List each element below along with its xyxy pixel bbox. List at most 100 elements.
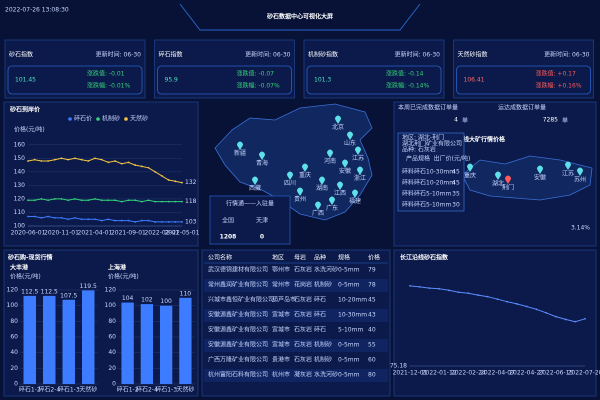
- card-updated: 更新时间: 06-30: [395, 51, 441, 59]
- timestamp: 2022-07-26 13:08:30: [5, 7, 69, 14]
- legend-label: 天然砂: [130, 115, 148, 123]
- city-label: 安徽: [339, 167, 351, 175]
- bar-value-label: 119.5: [80, 283, 97, 290]
- point: [134, 199, 137, 202]
- popup-cell: 45: [452, 180, 460, 187]
- table-cell: 机制砂: [314, 341, 332, 349]
- map-pin: [347, 131, 353, 140]
- card-pct: 涨跌幅: -0.01%: [87, 82, 130, 90]
- card: [453, 39, 594, 99]
- table-cell: 水洗河砂: [314, 266, 338, 274]
- stats-count: 1208: [220, 234, 237, 241]
- table-cell: 武汉德锦建材有限公司: [208, 266, 268, 274]
- y-tick-label: 100: [105, 302, 117, 309]
- point: [120, 219, 123, 222]
- map-pin: [495, 171, 501, 180]
- bar-value-label: 102: [141, 297, 153, 304]
- point: [100, 219, 103, 222]
- point: [438, 287, 441, 290]
- point: [27, 160, 29, 162]
- end-label: 132: [185, 179, 197, 186]
- point: [154, 200, 157, 203]
- city-label: 新疆: [234, 149, 246, 157]
- table-header: 规格: [338, 254, 350, 262]
- point: [107, 199, 110, 202]
- x-tick-label: 2021-12-01: [393, 370, 428, 377]
- city-label: 福建: [349, 197, 361, 205]
- point: [80, 218, 83, 221]
- table-cell: 0-5mm: [338, 342, 360, 349]
- y-tick-label: 75.18: [390, 363, 407, 370]
- x-tick-label: 碎石1-3: [155, 386, 177, 394]
- table-cell: 80: [368, 372, 376, 379]
- popup-cell: 35: [452, 191, 460, 198]
- popup-header: 产品规格: [406, 155, 430, 163]
- point: [127, 219, 130, 222]
- x-tick-label: 2022-04-07: [480, 370, 515, 377]
- index-panel: [393, 249, 597, 397]
- bar: [159, 305, 173, 384]
- table-cell: 0-5mm: [338, 357, 360, 364]
- point: [174, 200, 177, 203]
- table-cell: 安徽源鑫矿业有限公司: [208, 326, 268, 334]
- map-pin: [337, 181, 343, 190]
- card-pct: 涨跌幅: -0.07%: [237, 82, 280, 90]
- order-value: 7285: [543, 117, 558, 124]
- popup-cell: 碎料碎石10-20mm: [402, 179, 455, 187]
- table-cell: 40: [368, 327, 376, 334]
- table-cell: 水洗河砂: [314, 371, 338, 379]
- popup-cell: 碎料碎石10-30mm: [402, 168, 455, 176]
- table-cell: 石灰岩: [294, 296, 312, 304]
- popup-cell: 45: [452, 169, 460, 176]
- card-name: 机制砂指数: [308, 51, 338, 59]
- card-pct: 涨跌幅: +0.16%: [536, 82, 582, 90]
- city-label: 青海: [256, 159, 268, 167]
- point: [27, 215, 29, 218]
- point: [94, 157, 96, 160]
- point: [120, 200, 123, 203]
- map-pin: [357, 166, 363, 175]
- point: [53, 198, 56, 200]
- table-cell: 碎石: [314, 326, 326, 334]
- point: [147, 219, 150, 222]
- card-updated: 更新时间: 06-30: [245, 51, 291, 59]
- bar-value-label: 110: [180, 290, 192, 297]
- point: [87, 199, 90, 202]
- city-label: 江西: [334, 190, 346, 197]
- point: [154, 170, 157, 173]
- point: [127, 199, 130, 202]
- table-row-bg: [204, 339, 388, 352]
- popup-cell: 30: [452, 202, 460, 209]
- table-cell: 碎石: [314, 311, 326, 319]
- y-axis-label: 价格(元/吨): [14, 126, 45, 134]
- point: [27, 199, 29, 202]
- legend-swatch: [124, 117, 128, 121]
- point: [134, 221, 137, 223]
- x-tick-label: 碎石1-3: [58, 386, 80, 394]
- y-tick-label: 120: [14, 195, 26, 202]
- popup-cell: 碎料碎石5-10mm: [402, 190, 451, 198]
- point: [447, 289, 450, 292]
- point: [174, 180, 177, 183]
- card-name: 砂石指数: [9, 51, 33, 59]
- point: [457, 291, 460, 294]
- x-tick-label: 2022-02-01: [144, 230, 179, 237]
- card-change: 涨跌值: +0.17: [536, 70, 576, 78]
- y-tick-label: 110: [14, 209, 26, 216]
- table-cell: 广西万隆矿业有限公司: [208, 356, 268, 364]
- point: [418, 285, 421, 288]
- card-pct: 涨跌幅: -0.14%: [386, 82, 429, 90]
- point: [40, 160, 43, 162]
- order-unit: 单: [462, 117, 468, 125]
- point: [428, 287, 431, 290]
- card-updated: 更新时间: 06-30: [96, 51, 142, 59]
- point: [94, 218, 96, 221]
- card-value-box: [157, 65, 292, 95]
- bar-value-label: 100: [160, 298, 172, 305]
- point: [53, 216, 56, 219]
- table-cell: 45: [368, 297, 376, 304]
- table-cell: 石灰岩: [294, 326, 312, 334]
- table-header: 母岩: [294, 254, 306, 262]
- y-tick-label: 150: [14, 155, 26, 162]
